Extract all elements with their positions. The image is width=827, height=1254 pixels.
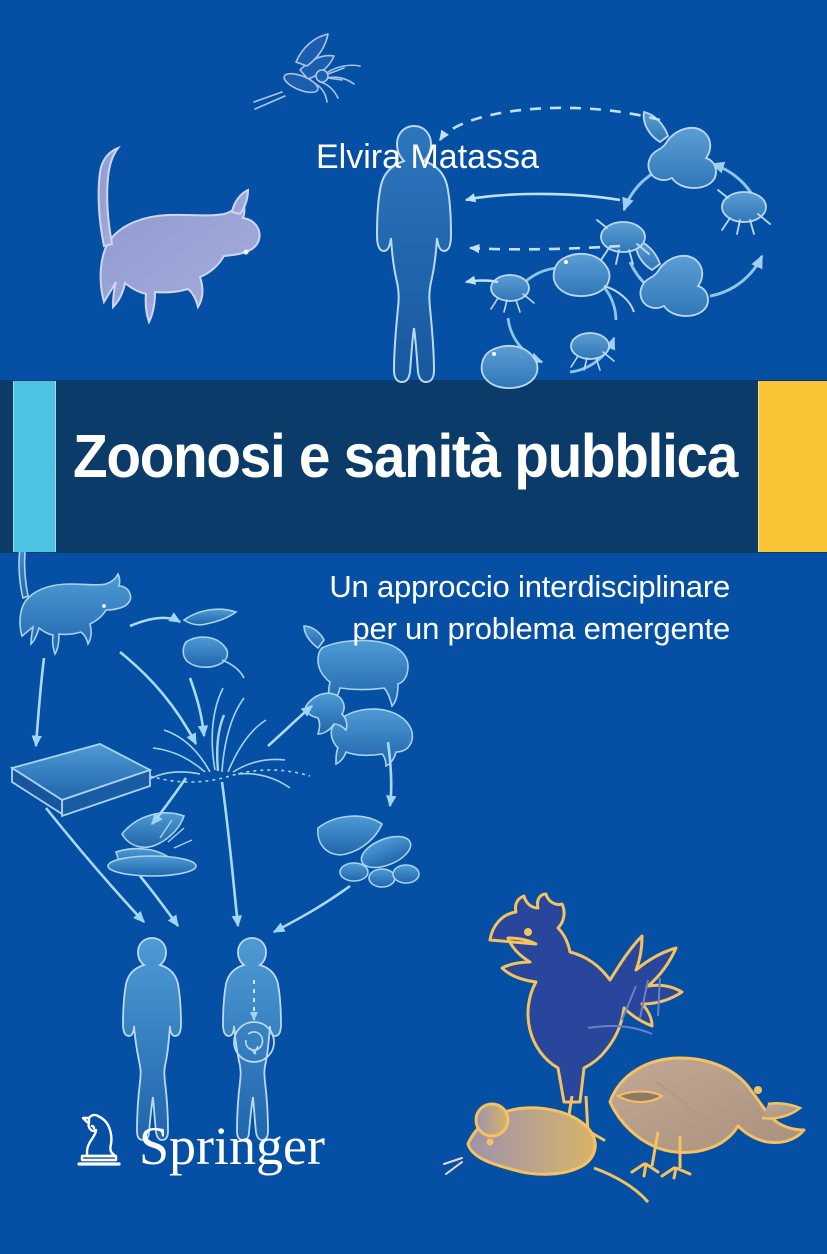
publisher-logo: Springer bbox=[73, 1110, 325, 1173]
subtitle-line-1: Un approccio interdisciplinare bbox=[329, 569, 730, 604]
cover-top-panel bbox=[0, 0, 827, 380]
accent-bar-cyan bbox=[13, 381, 56, 552]
subtitle-line-2: per un problema emergente bbox=[352, 611, 730, 647]
book-subtitle: Un approccio interdisciplinare per un pr… bbox=[230, 566, 730, 650]
title-band bbox=[0, 380, 827, 553]
author-name: Elvira Matassa bbox=[316, 138, 539, 176]
springer-knight-icon bbox=[73, 1110, 125, 1173]
accent-bar-yellow bbox=[758, 381, 827, 552]
springer-wordmark: Springer bbox=[139, 1116, 325, 1176]
book-title: Zoonosi e sanità pubblica bbox=[73, 422, 738, 490]
